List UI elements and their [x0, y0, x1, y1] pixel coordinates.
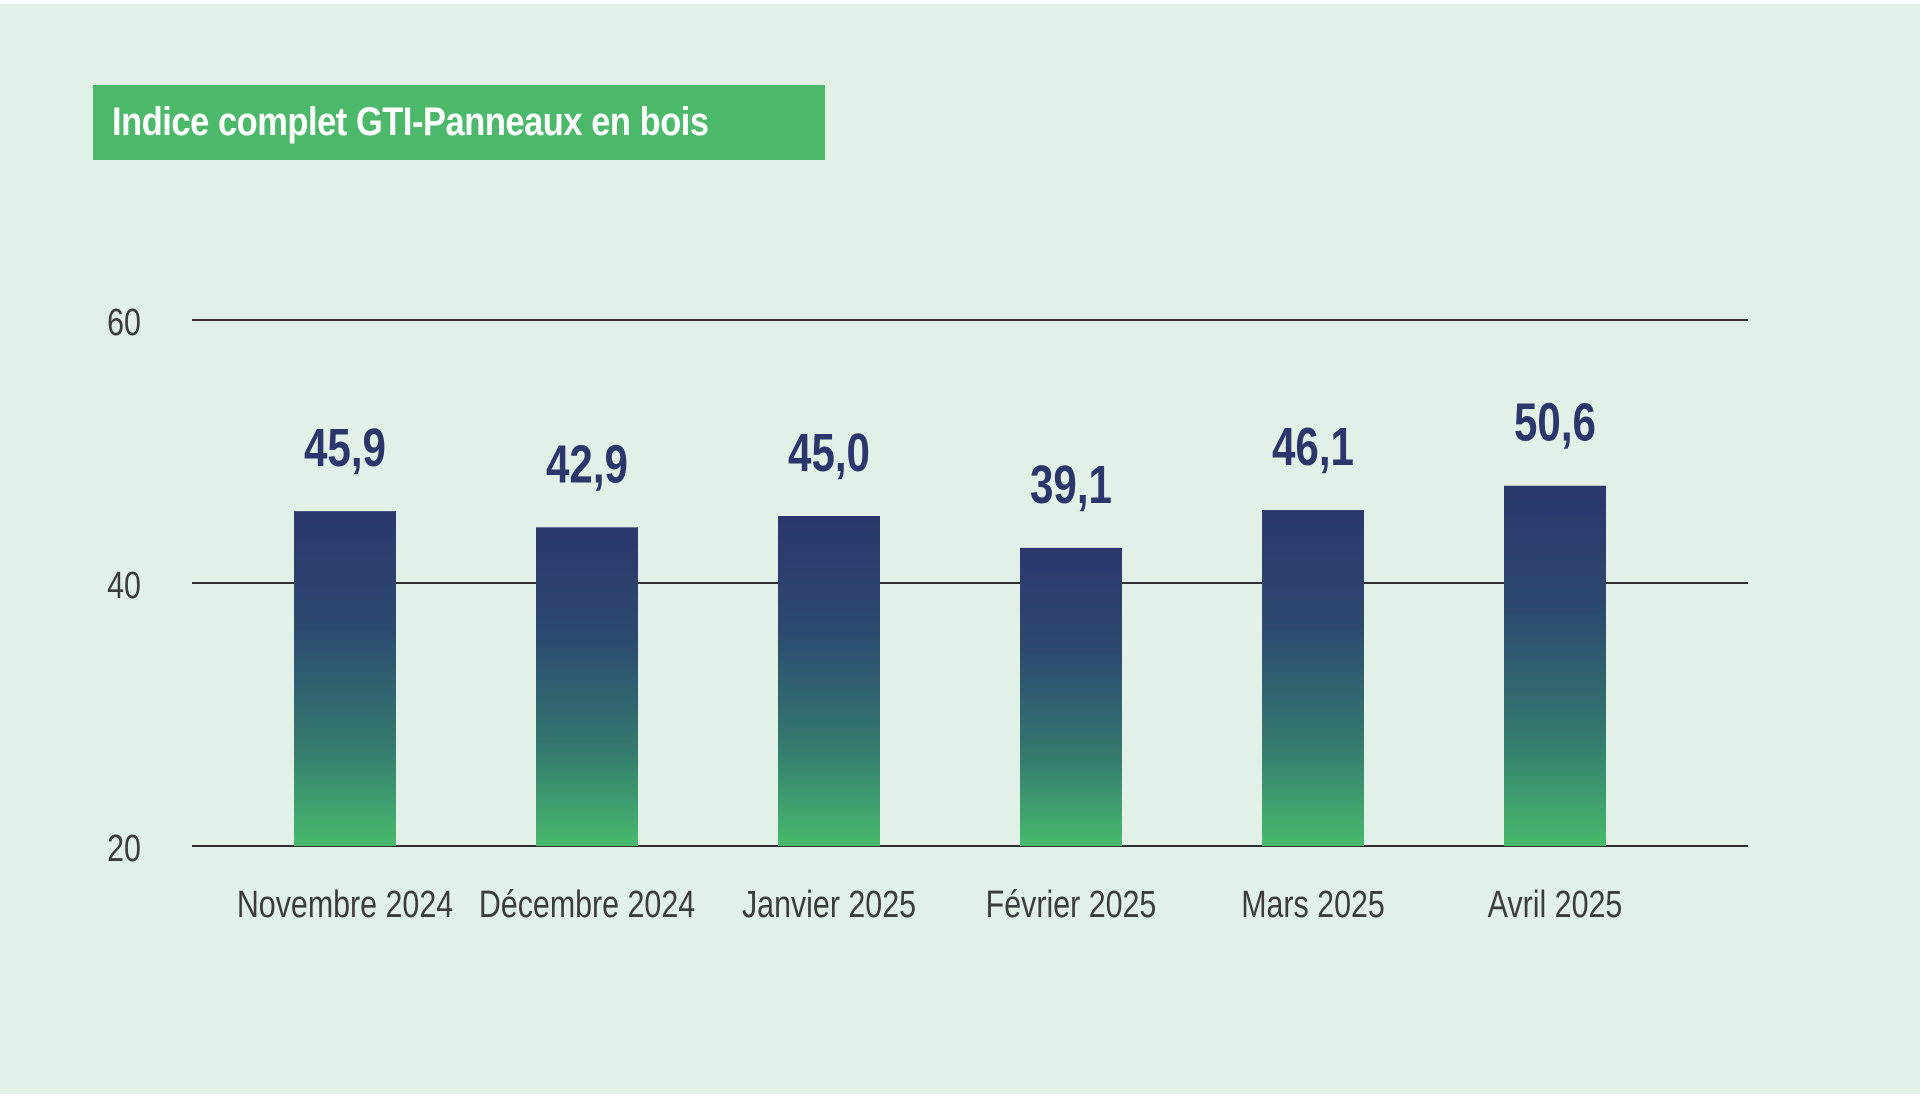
bar-value-label: 45,0 [788, 423, 870, 483]
bar-value-label: 50,6 [1514, 393, 1596, 453]
x-category-label: Novembre 2024 [237, 884, 453, 926]
bar [1262, 510, 1364, 846]
y-tick-label: 20 [107, 828, 141, 870]
bar [294, 511, 396, 846]
bar-value-label: 46,1 [1272, 417, 1354, 477]
bars [294, 485, 1606, 846]
chart-title-box: Indice complet GTI-Panneaux en bois [93, 85, 825, 160]
bar [1020, 547, 1122, 846]
bar [778, 516, 880, 846]
y-tick-label: 60 [107, 302, 141, 344]
x-category-label: Mars 2025 [1241, 884, 1385, 926]
labels: 20 40 60 45,9 Novembre 2024 42,9 Décembre 2024… [107, 302, 1622, 926]
x-category-label: Décembre 2024 [479, 884, 695, 926]
bar [1504, 485, 1606, 846]
gridlines [192, 319, 1748, 847]
bar-value-label: 39,1 [1030, 455, 1112, 515]
bar-value-label: 45,9 [304, 418, 386, 478]
x-category-label: Février 2025 [986, 884, 1157, 926]
chart-title: Indice complet GTI-Panneaux en bois [112, 100, 709, 144]
x-category-label: Janvier 2025 [742, 884, 916, 926]
bar [536, 527, 638, 846]
x-category-label: Avril 2025 [1488, 884, 1623, 926]
y-tick-label: 40 [107, 565, 141, 607]
bar-value-label: 42,9 [546, 434, 628, 494]
